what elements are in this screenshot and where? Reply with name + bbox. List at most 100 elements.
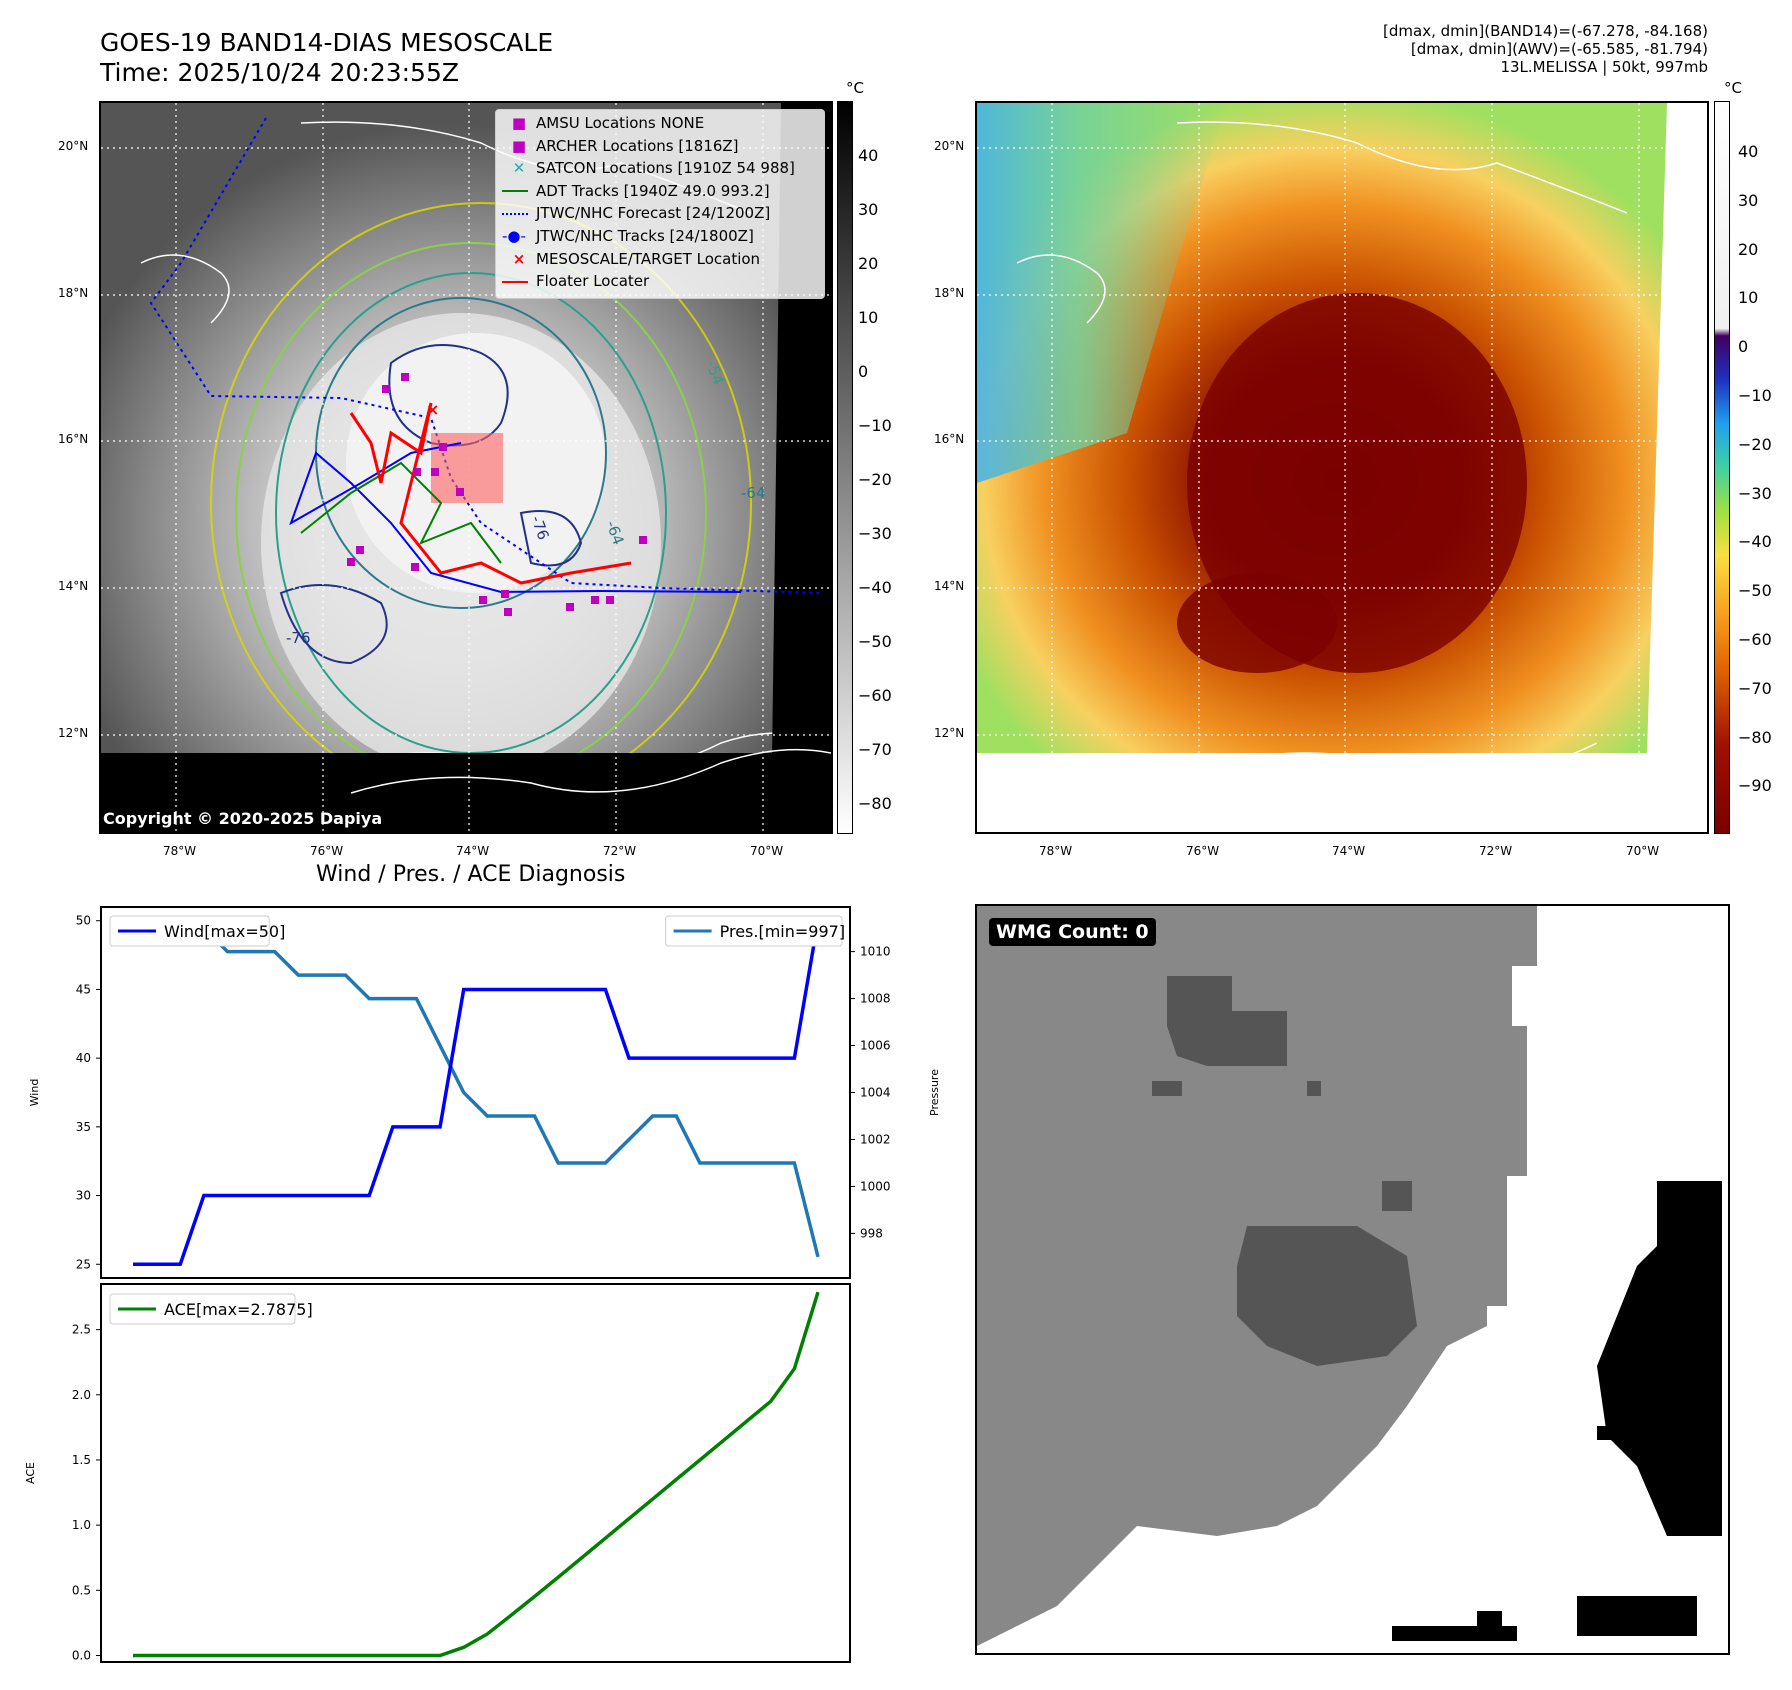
colorbar-tick-label: −70: [1738, 678, 1772, 698]
ir-map-panel[interactable]: × -76 -64 -54 -76 -64 ■ AMSU Locations NO…: [99, 101, 833, 834]
lat-label: 20°N: [58, 139, 89, 153]
legend-item-mesoscale: × MESOSCALE/TARGET Location: [512, 249, 761, 268]
pressure-legend: Pres.[min=997]: [665, 915, 845, 947]
ace-ytick-label: 1.0: [72, 1518, 91, 1532]
colorbar-tick-label: −30: [858, 524, 892, 543]
wind-legend: Wind[max=50]: [109, 915, 285, 947]
pressure-ytick-label: 1010: [860, 945, 891, 959]
pressure-ytick-label: 1000: [860, 1179, 891, 1193]
title-line-1: GOES-19 BAND14-DIAS MESOSCALE: [100, 28, 554, 57]
colorbar-tick-label: −20: [1738, 434, 1772, 454]
legend-item-tracks: -●- JTWC/NHC Tracks [24/1800Z]: [502, 226, 754, 245]
pressure-ytick-label: 1002: [860, 1132, 891, 1146]
lon-label: 78°W: [1039, 844, 1073, 858]
wind-ytick-label: 50: [76, 914, 91, 928]
wmg-grid-image: [977, 906, 1722, 1646]
colorbar-tick-label: −50: [1738, 581, 1772, 601]
legend-item-satcon: ✕ SATCON Locations [1910Z 54 988]: [512, 159, 795, 178]
lon-label: 72°W: [1479, 844, 1513, 858]
wind-ytick-label: 25: [76, 1257, 91, 1271]
legend-label: ACE[max=2.7875]: [164, 1300, 313, 1319]
lon-label: 70°W: [1626, 844, 1660, 858]
colorbar-tick-label: −40: [858, 578, 892, 597]
pressure-ytick-label: 1006: [860, 1039, 891, 1053]
title-line-2: Time: 2025/10/24 20:23:55Z: [100, 58, 459, 87]
ace-axis-label: ACE: [24, 1462, 37, 1484]
lon-label: 76°W: [310, 844, 344, 858]
lat-label: 18°N: [58, 286, 89, 300]
legend-frame: [109, 915, 270, 947]
wind-ytick-label: 40: [76, 1051, 91, 1065]
lon-label: 70°W: [750, 844, 784, 858]
wind-axis-label: Wind: [28, 1079, 41, 1107]
wind-ytick-label: 35: [76, 1120, 91, 1134]
colorbar-tick-label: −80: [858, 794, 892, 813]
lat-label: 16°N: [934, 432, 965, 446]
colorbar-tick-label: 30: [1738, 190, 1759, 210]
awv-map-image: [977, 103, 1667, 775]
lat-label: 18°N: [934, 286, 965, 300]
lon-label: 74°W: [1332, 844, 1366, 858]
info-line-3: 13L.MELISSA | 50kt, 997mb: [1500, 58, 1708, 76]
diagnosis-title: Wind / Pres. / ACE Diagnosis: [316, 862, 626, 887]
ace-plot-frame: [100, 1283, 851, 1663]
wind-plot-frame: [100, 906, 851, 1279]
gray-colorbar-unit: °C: [846, 79, 864, 97]
wind-ytick-label: 30: [76, 1189, 91, 1203]
lon-label: 74°W: [456, 844, 490, 858]
wind-pressure-chart[interactable]: 25 30 35 40 45 50 998 1000 1002 1004 1006 1008 1010 W…: [0, 900, 960, 1290]
color-colorbar-unit: °C: [1724, 79, 1742, 97]
wmg-count-badge: WMG Count: 0: [989, 918, 1156, 946]
colorbar-tick-label: −60: [1738, 630, 1772, 649]
colorbar-tick-label: 20: [1738, 239, 1759, 259]
pressure-axis-label: Pressure: [928, 1069, 941, 1116]
color-colorbar: [1714, 101, 1730, 834]
wind-ytick-label: 45: [76, 982, 91, 996]
colorbar-tick-label: −10: [1738, 386, 1772, 405]
colorbar-tick-label: 10: [1738, 288, 1759, 308]
svg-text:×: ×: [426, 400, 439, 419]
ace-ytick-label: 0.5: [72, 1583, 91, 1597]
colorbar-tick-label: −50: [858, 632, 892, 651]
colorbar-tick-label: 10: [858, 308, 879, 327]
legend-item-archer: ■ ARCHER Locations [1816Z]: [511, 136, 739, 155]
legend-item-amsu: ■ AMSU Locations NONE: [511, 114, 705, 132]
colorbar-tick-label: −40: [1738, 532, 1772, 552]
colorbar-tick-label: −80: [1738, 727, 1772, 747]
contour-label: -64: [741, 484, 766, 502]
lon-label: 76°W: [1186, 844, 1220, 858]
lon-label: 72°W: [603, 844, 637, 858]
ace-ytick-label: 0.0: [72, 1648, 91, 1662]
awv-map-panel[interactable]: [975, 101, 1709, 834]
colorbar-tick-label: 40: [1738, 142, 1759, 161]
pressure-series-line: [133, 926, 820, 1258]
ace-series-line: [133, 1291, 820, 1658]
colorbar-tick-label: 0: [1738, 337, 1749, 357]
pressure-ytick-label: 1008: [860, 992, 891, 1006]
legend-item-forecast: JTWC/NHC Forecast [24/1200Z]: [502, 202, 818, 225]
lat-label: 14°N: [58, 579, 89, 593]
wmg-panel[interactable]: WMG Count: 0: [975, 904, 1730, 1655]
legend-frame: [109, 1293, 296, 1325]
pressure-ytick-label: 1004: [860, 1086, 891, 1100]
colorbar-tick-label: 20: [858, 254, 879, 273]
lat-label: 12°N: [934, 726, 965, 740]
ace-ytick-label: 2.0: [72, 1388, 91, 1402]
info-line-1: [dmax, dmin](BAND14)=(-67.278, -84.168): [1383, 22, 1708, 40]
contour-label: -76: [286, 629, 311, 647]
ace-chart[interactable]: 0.0 0.5 1.0 1.5 2.0 2.5 ACE ACE[max=2.7875]: [0, 1278, 960, 1678]
colorbar-tick-label: −70: [858, 740, 892, 759]
colorbar-tick-label: −10: [858, 416, 892, 435]
colorbar-tick-label: −90: [1738, 776, 1772, 796]
legend-frame: [665, 915, 843, 947]
colorbar-tick-label: 0: [858, 362, 869, 381]
storm-info: [dmax, dmin](BAND14)=(-67.278, -84.168) …: [1383, 22, 1708, 76]
colorbar-tick-label: −20: [858, 470, 892, 489]
lat-label: 12°N: [58, 726, 89, 740]
legend-item-adt: ADT Tracks [1940Z 49.0 993.2]: [502, 180, 818, 203]
gray-colorbar: [837, 101, 853, 834]
colorbar-tick-label: −60: [858, 686, 892, 705]
colorbar-tick-label: 30: [858, 200, 879, 219]
lat-label: 16°N: [58, 432, 89, 446]
map-legend: ■ AMSU Locations NONE ■ ARCHER Locations […: [495, 109, 825, 299]
